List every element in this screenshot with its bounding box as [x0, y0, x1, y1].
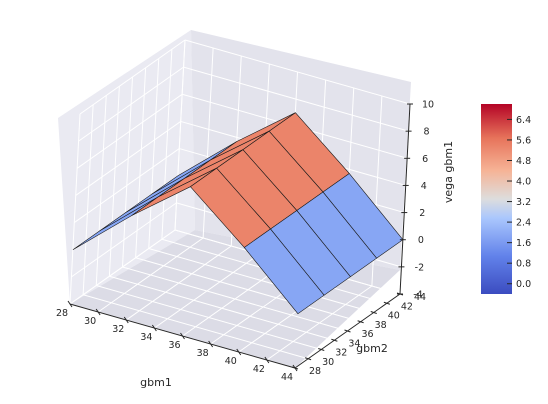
- y-tick-label: 44: [414, 292, 426, 303]
- z-tick-label: 4: [421, 181, 427, 192]
- x-tick: [151, 324, 157, 332]
- axes: 283032343638404244283032343638404244-4-2…: [56, 100, 434, 384]
- grid-floor-y: [148, 248, 374, 313]
- x-tick: [180, 332, 185, 340]
- z-tick-label: 2: [419, 208, 425, 219]
- grid-floor-y: [122, 266, 348, 332]
- x-axis-label: gbm1: [140, 376, 172, 389]
- y-tick: [344, 329, 351, 333]
- grid-left-y: [135, 67, 147, 258]
- grid-left-z: [76, 93, 183, 169]
- x-tick: [95, 308, 101, 316]
- colorbar-tick-label: 4.0: [516, 177, 531, 188]
- colorbar-tick-label: 6.4: [516, 115, 531, 126]
- grid-floor-y: [96, 285, 322, 350]
- y-tick-label: 32: [335, 348, 347, 359]
- y-tick-label: 42: [401, 301, 413, 312]
- z-axis-label: vega gbm1: [442, 141, 455, 203]
- grid-left-y: [174, 39, 186, 231]
- grid-left-z: [71, 202, 177, 278]
- grid-back-z: [183, 66, 409, 132]
- x-tick-label: 30: [84, 316, 96, 327]
- z-tick-label: 10: [422, 100, 434, 111]
- y-tick-label: 34: [348, 338, 360, 349]
- x-tick-label: 28: [56, 308, 68, 319]
- colorbar-gradient: [481, 104, 512, 294]
- y-tick-label: 30: [322, 357, 334, 368]
- colorbar-tick-label: 0.0: [516, 279, 531, 290]
- x-tick: [208, 340, 214, 348]
- z-axis-line: [399, 103, 411, 295]
- z-tick-label: 6: [422, 154, 428, 165]
- z-tick-label: 0: [418, 235, 424, 246]
- grid-left-y: [82, 104, 94, 295]
- colorbar: 0.0 0.8 1.6 2.4 3.2 4.0 4.8 5.6 6.4: [481, 104, 531, 294]
- grid-left-y: [108, 86, 120, 277]
- grid-left-y: [161, 49, 173, 240]
- x-tick: [264, 356, 270, 364]
- z-tick-label: 8: [424, 127, 430, 138]
- x-tick: [236, 348, 242, 356]
- y-tick-label: 28: [309, 366, 321, 377]
- grid-back-z: [184, 39, 411, 105]
- z-tick-label: -2: [415, 262, 424, 273]
- y-tick: [291, 366, 299, 370]
- colorbar-tick-label: 5.6: [516, 135, 531, 146]
- grid-floor-y: [109, 275, 335, 341]
- x-tick-label: 42: [253, 364, 265, 375]
- surface: [72, 112, 404, 315]
- z-tick-label: -4: [413, 290, 422, 301]
- grid-left-z: [78, 66, 184, 142]
- grid-left-y: [148, 58, 160, 249]
- colorbar-tick-label: 4.8: [516, 156, 531, 167]
- colorbar-tick-label: 2.4: [516, 218, 531, 229]
- grid-left-y: [95, 95, 107, 286]
- x-tick-label: 34: [140, 332, 152, 343]
- grid-left-z: [73, 148, 180, 223]
- grid-left-z: [69, 229, 176, 305]
- x-tick-label: 44: [281, 372, 293, 383]
- grid-back-x: [202, 47, 214, 239]
- y-tick-label: 36: [361, 329, 373, 340]
- grid-left-z: [75, 121, 182, 196]
- x-tick: [67, 300, 73, 308]
- y-tick: [318, 348, 325, 351]
- x-tick-label: 40: [225, 356, 237, 367]
- grid-left-z: [79, 39, 186, 115]
- colorbar-tick-label: 3.2: [516, 197, 531, 208]
- y-tick: [357, 320, 364, 324]
- grid-left-y: [122, 76, 133, 268]
- colorbar-tick-label: 1.6: [516, 238, 531, 249]
- x-tick-label: 36: [168, 340, 180, 351]
- grid-left-y: [69, 113, 81, 305]
- y-tick: [304, 357, 312, 361]
- y-axis-label: gbm2: [356, 342, 388, 355]
- y-tick: [383, 301, 391, 305]
- surface-patch: [243, 228, 325, 315]
- colorbar-tick-label: 0.8: [516, 259, 531, 270]
- grid-floor-y: [135, 257, 361, 323]
- y-tick-label: 38: [375, 320, 387, 331]
- y-tick: [370, 311, 377, 314]
- x-tick-label: 32: [112, 324, 124, 335]
- colorbar-ticks: 0.0 0.8 1.6 2.4 3.2 4.0 4.8 5.6 6.4: [507, 115, 531, 290]
- x-tick: [123, 316, 129, 324]
- grid-floor-y: [82, 294, 309, 360]
- x-tick-label: 38: [197, 348, 209, 359]
- y-tick-label: 40: [388, 311, 400, 322]
- y-tick: [331, 338, 338, 342]
